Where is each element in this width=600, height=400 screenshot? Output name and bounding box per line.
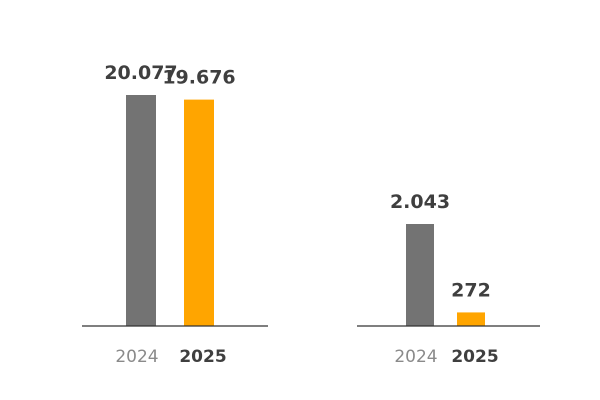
bar-2024 bbox=[406, 224, 434, 326]
data-label-2025: 272 bbox=[451, 279, 491, 301]
bar-2025 bbox=[457, 312, 485, 326]
chart-panel-2: 2.043 2024 272 2025 bbox=[357, 191, 540, 367]
tick-label-2024: 2024 bbox=[394, 347, 437, 367]
data-label-2025: 19.676 bbox=[162, 67, 235, 89]
bar-2024 bbox=[126, 95, 156, 326]
tick-label-2025: 2025 bbox=[179, 347, 226, 367]
chart-panel-1: 20.077 2024 19.676 2025 bbox=[82, 62, 268, 367]
tick-label-2024: 2024 bbox=[115, 347, 158, 367]
bar-2025 bbox=[184, 99, 214, 326]
data-label-2024: 20.077 bbox=[104, 62, 177, 84]
tick-label-2025: 2025 bbox=[451, 347, 498, 367]
data-label-2024: 2.043 bbox=[390, 191, 450, 213]
